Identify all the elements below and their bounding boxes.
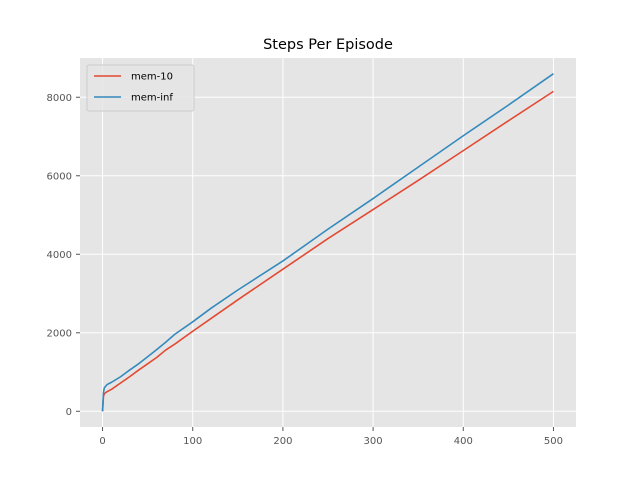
series-line-mem-inf — [101, 73, 554, 412]
legend-label-mem-inf: mem-inf — [131, 93, 173, 104]
y-tick-label-4: 8000 — [47, 93, 72, 104]
legend: mem-10 mem-inf — [86, 64, 195, 112]
x-tick-label-2: 200 — [273, 436, 292, 447]
legend-label-mem-10: mem-10 — [131, 72, 173, 83]
chart-title: Steps Per Episode — [263, 37, 393, 53]
axis-ticks: 0 100 200 300 400 500 0 2000 4000 6000 8000 — [47, 93, 563, 447]
x-tick-label-5: 500 — [544, 436, 563, 447]
series-lines — [101, 73, 554, 412]
x-tick-label-0: 0 — [99, 436, 105, 447]
y-tick-label-0: 0 — [66, 407, 72, 418]
series-line-mem-10 — [101, 90, 554, 412]
y-tick-label-2: 4000 — [47, 250, 72, 261]
x-tick-label-4: 400 — [454, 436, 473, 447]
plot-background — [80, 58, 576, 427]
y-tick-label-1: 2000 — [47, 328, 72, 339]
x-tick-label-3: 300 — [364, 436, 383, 447]
y-tick-label-3: 6000 — [47, 171, 72, 182]
x-tick-label-1: 100 — [183, 436, 202, 447]
